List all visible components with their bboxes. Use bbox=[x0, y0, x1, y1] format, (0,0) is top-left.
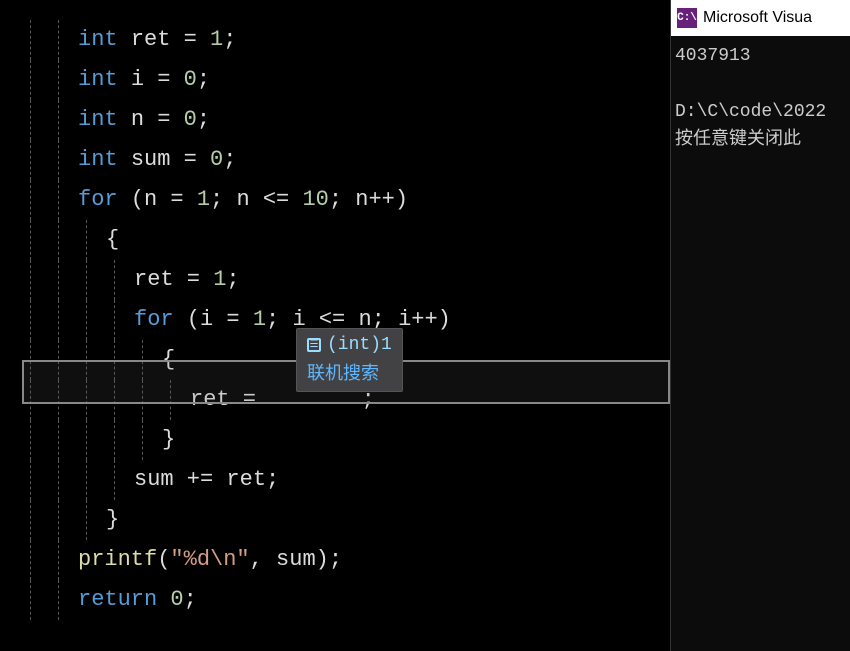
code-token bbox=[118, 147, 131, 172]
code-token bbox=[118, 107, 131, 132]
code-token: ++) bbox=[411, 307, 451, 332]
code-token: 1 bbox=[210, 27, 223, 52]
code-token: ret bbox=[134, 267, 174, 292]
code-token: ret bbox=[226, 467, 266, 492]
output-titlebar[interactable]: C:\ Microsoft Visua bbox=[671, 0, 850, 36]
code-token: 0 bbox=[184, 107, 197, 132]
code-token: ++) bbox=[368, 187, 408, 212]
code-token bbox=[157, 587, 170, 612]
code-token: ; bbox=[197, 67, 210, 92]
tooltip-type-label: (int)1 bbox=[327, 335, 392, 355]
code-token: ); bbox=[316, 547, 342, 572]
code-token: 10 bbox=[302, 187, 328, 212]
code-token: ; bbox=[210, 187, 236, 212]
code-token: ; bbox=[226, 267, 239, 292]
code-token: 1 bbox=[253, 307, 266, 332]
code-token: ( bbox=[118, 187, 144, 212]
code-token: 0 bbox=[184, 67, 197, 92]
code-token: } bbox=[162, 427, 175, 452]
code-token: ; bbox=[197, 107, 210, 132]
intellisense-tooltip[interactable]: ☰ (int)1 联机搜索 bbox=[296, 328, 403, 392]
code-token: = bbox=[144, 107, 184, 132]
code-token: = bbox=[230, 387, 270, 412]
code-line[interactable]: } bbox=[0, 420, 670, 460]
code-editor[interactable]: int ret = 1;int i = 0;int n = 0;int sum … bbox=[0, 0, 670, 651]
code-token: } bbox=[106, 507, 119, 532]
code-token: = bbox=[174, 267, 214, 292]
code-token: ; bbox=[223, 27, 236, 52]
tooltip-type-info: ☰ (int)1 bbox=[307, 335, 392, 355]
code-line[interactable]: int sum = 0; bbox=[0, 140, 670, 180]
output-console-panel: C:\ Microsoft Visua 4037913 D:\C\code\202… bbox=[670, 0, 850, 651]
code-token: += bbox=[174, 467, 227, 492]
code-token: int bbox=[78, 27, 118, 52]
code-token: n bbox=[355, 187, 368, 212]
code-token: int bbox=[78, 107, 118, 132]
code-line[interactable]: } bbox=[0, 500, 670, 540]
code-token: ; bbox=[184, 587, 197, 612]
tooltip-search-link[interactable]: 联机搜索 bbox=[307, 359, 392, 385]
output-line: 按任意键关闭此 bbox=[675, 126, 846, 154]
code-line[interactable]: int n = 0; bbox=[0, 100, 670, 140]
code-line[interactable]: return 0; bbox=[0, 580, 670, 620]
code-token: = bbox=[170, 147, 210, 172]
vs-icon: C:\ bbox=[677, 8, 697, 28]
code-token: sum bbox=[276, 547, 316, 572]
output-line: 4037913 bbox=[675, 42, 846, 70]
code-token: = bbox=[157, 187, 197, 212]
code-token: ( bbox=[174, 307, 200, 332]
variable-icon: ☰ bbox=[307, 338, 321, 352]
output-line bbox=[675, 70, 846, 98]
code-token: ret bbox=[131, 27, 171, 52]
code-token: for bbox=[134, 307, 174, 332]
output-line: D:\C\code\2022 bbox=[675, 98, 846, 126]
code-token: ; bbox=[329, 187, 355, 212]
code-token: n bbox=[236, 187, 249, 212]
code-token: ( bbox=[157, 547, 170, 572]
code-token: = bbox=[170, 27, 210, 52]
code-token: for bbox=[78, 187, 118, 212]
code-token bbox=[118, 27, 131, 52]
code-token: ; bbox=[266, 467, 279, 492]
code-line[interactable]: printf("%d\n", sum); bbox=[0, 540, 670, 580]
code-token: { bbox=[106, 227, 119, 252]
code-token: <= bbox=[250, 187, 303, 212]
code-token: 1 bbox=[213, 267, 226, 292]
code-line[interactable]: { bbox=[0, 220, 670, 260]
code-token: i bbox=[131, 67, 144, 92]
code-token: 0 bbox=[170, 587, 183, 612]
output-window-title: Microsoft Visua bbox=[703, 9, 812, 27]
code-line[interactable]: int ret = 1; bbox=[0, 20, 670, 60]
code-token: int bbox=[78, 67, 118, 92]
code-line[interactable]: for (n = 1; n <= 10; n++) bbox=[0, 180, 670, 220]
code-token: sum bbox=[131, 147, 171, 172]
code-line[interactable]: int i = 0; bbox=[0, 60, 670, 100]
code-token: ret bbox=[190, 387, 230, 412]
code-token: sum bbox=[134, 467, 174, 492]
code-token: i bbox=[200, 307, 213, 332]
output-body: 4037913 D:\C\code\2022按任意键关闭此 bbox=[671, 36, 850, 160]
code-token: ; bbox=[223, 147, 236, 172]
code-token: ; bbox=[266, 307, 292, 332]
code-token: = bbox=[213, 307, 253, 332]
code-token: return bbox=[78, 587, 157, 612]
code-token: n bbox=[144, 187, 157, 212]
code-token: printf bbox=[78, 547, 157, 572]
code-token: = bbox=[144, 67, 184, 92]
code-line[interactable]: sum += ret; bbox=[0, 460, 670, 500]
code-token: n bbox=[131, 107, 144, 132]
code-token: 1 bbox=[197, 187, 210, 212]
code-line[interactable]: ret = 1; bbox=[0, 260, 670, 300]
code-token: { bbox=[162, 347, 175, 372]
code-token: "%d\n" bbox=[170, 547, 249, 572]
code-token: , bbox=[250, 547, 276, 572]
code-token: int bbox=[78, 147, 118, 172]
code-token bbox=[118, 67, 131, 92]
code-token: 0 bbox=[210, 147, 223, 172]
